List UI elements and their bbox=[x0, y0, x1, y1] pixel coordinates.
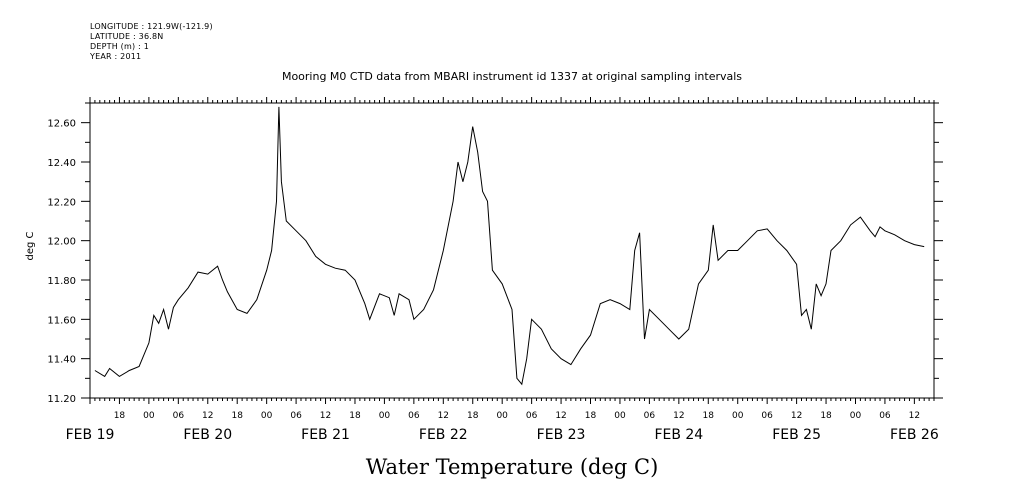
x-axis-label: Water Temperature (deg C) bbox=[366, 455, 659, 479]
x-hour-label: 12 bbox=[673, 411, 684, 421]
x-hour-label: 12 bbox=[791, 411, 802, 421]
x-date-labels: FEB 19 FEB 20 FEB 21 FEB 22 FEB 23 FEB 24 FEB … bbox=[66, 427, 939, 443]
x-hour-label: 00 bbox=[732, 411, 744, 421]
x-date-label: FEB 20 bbox=[183, 427, 232, 443]
x-hour-label: 06 bbox=[290, 411, 302, 421]
x-hour-label: 06 bbox=[761, 411, 773, 421]
x-hour-label: 06 bbox=[408, 411, 420, 421]
water-temperature-series-line bbox=[94, 106, 925, 386]
y-axis-label: deg C bbox=[25, 231, 36, 260]
y-tick-label: 12.00 bbox=[47, 237, 76, 248]
x-hour-label: 00 bbox=[261, 411, 273, 421]
x-hour-tick-labels: 18 00 06 12 18 00 06 12 18 00 06 12 18 00 06 12 18 00 06 12… bbox=[114, 411, 920, 421]
mooring-metadata: LONGITUDE : 121.9W(-121.9) LATITUDE : 36… bbox=[90, 22, 213, 62]
depth-label: DEPTH (m) : 1 bbox=[90, 42, 149, 51]
y-tick-label: 11.60 bbox=[47, 315, 76, 326]
y-tick-label: 11.80 bbox=[47, 276, 76, 287]
axis-ticks bbox=[81, 97, 943, 404]
longitude-label: LONGITUDE : 121.9W(-121.9) bbox=[90, 22, 213, 31]
y-tick-label: 11.40 bbox=[47, 355, 76, 366]
x-date-label: FEB 25 bbox=[772, 427, 821, 443]
x-date-label: FEB 24 bbox=[654, 427, 703, 443]
x-hour-label: 18 bbox=[467, 411, 479, 421]
x-date-label: FEB 21 bbox=[301, 427, 350, 443]
x-hour-label: 18 bbox=[703, 411, 715, 421]
y-tick-label: 12.20 bbox=[47, 197, 76, 208]
x-hour-label: 00 bbox=[379, 411, 391, 421]
latitude-label: LATITUDE : 36.8N bbox=[90, 32, 164, 41]
x-hour-label: 00 bbox=[496, 411, 508, 421]
x-hour-label: 00 bbox=[850, 411, 862, 421]
x-hour-label: 06 bbox=[644, 411, 656, 421]
x-hour-label: 06 bbox=[879, 411, 891, 421]
x-hour-label: 12 bbox=[202, 411, 213, 421]
y-tick-label: 12.60 bbox=[47, 119, 76, 130]
x-hour-label: 06 bbox=[526, 411, 538, 421]
x-hour-label: 06 bbox=[173, 411, 185, 421]
x-hour-label: 18 bbox=[820, 411, 832, 421]
y-tick-label: 11.20 bbox=[47, 394, 76, 405]
x-hour-label: 00 bbox=[143, 411, 155, 421]
x-hour-label: 18 bbox=[114, 411, 126, 421]
y-tick-labels: 11.20 11.40 11.60 11.80 12.00 12.20 12.40 12.60 bbox=[47, 119, 76, 405]
x-hour-label: 00 bbox=[614, 411, 626, 421]
year-label: YEAR : 2011 bbox=[90, 52, 142, 61]
x-date-label: FEB 26 bbox=[890, 427, 939, 443]
x-hour-label: 12 bbox=[555, 411, 566, 421]
x-hour-label: 12 bbox=[320, 411, 331, 421]
plot-frame bbox=[89, 102, 935, 399]
x-hour-label: 12 bbox=[438, 411, 449, 421]
x-hour-label: 12 bbox=[909, 411, 920, 421]
x-date-label: FEB 22 bbox=[419, 427, 468, 443]
x-hour-label: 18 bbox=[231, 411, 243, 421]
x-hour-label: 18 bbox=[349, 411, 361, 421]
y-tick-label: 12.40 bbox=[47, 158, 76, 169]
chart-title: Mooring M0 CTD data from MBARI instrumen… bbox=[282, 70, 742, 83]
x-date-label: FEB 23 bbox=[537, 427, 586, 443]
x-hour-label: 18 bbox=[585, 411, 597, 421]
x-date-label: FEB 19 bbox=[66, 427, 115, 443]
